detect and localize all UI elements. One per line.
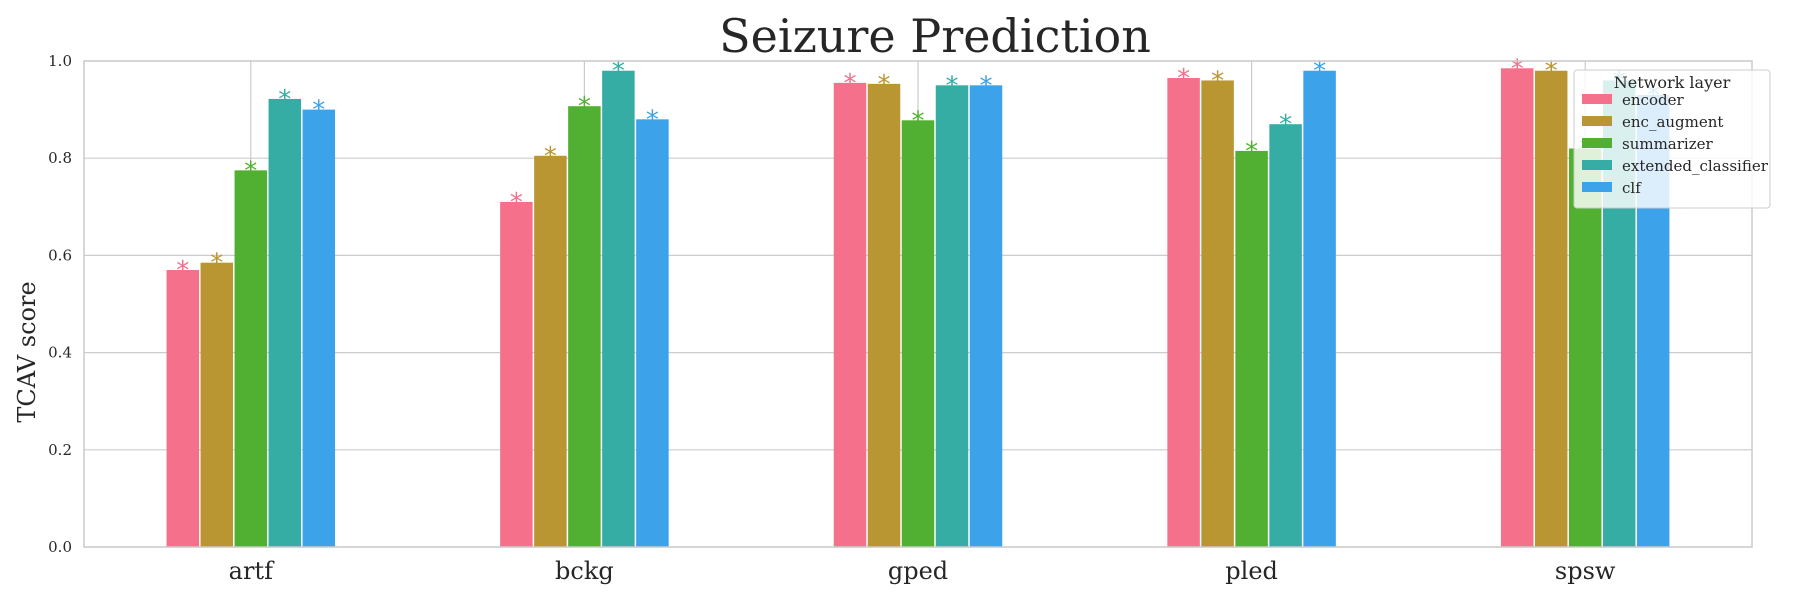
significance-star: * [980,71,993,101]
significance-star: * [1245,137,1258,167]
x-tick-label: pled [1225,557,1278,585]
legend-entry-enc_augment: enc_augment [1622,113,1723,131]
significance-star: * [646,105,659,135]
chart-title: Seizure Prediction [719,9,1151,63]
bar-extended_classifier-pled [1269,124,1302,548]
significance-star: * [1313,57,1326,87]
x-tick-label: bckg [555,557,614,585]
bar-encoder-spsw [1500,68,1534,547]
bar-clf-gped [969,85,1003,548]
bar-extended_classifier-bckg [602,70,635,547]
bar-encoder-pled [1167,78,1200,547]
significance-star: * [1545,57,1558,87]
bar-summarizer-bckg [568,106,601,547]
bar-enc_augment-spsw [1534,70,1568,547]
legend-swatch-summarizer [1582,138,1612,148]
y-tick-label: 0.6 [48,246,72,264]
bar-enc_augment-bckg [534,155,567,547]
significance-star: * [176,256,189,286]
significance-star: * [578,92,591,122]
x-tick-label: spsw [1555,557,1616,585]
bar-clf-pled [1303,70,1336,547]
bar-enc_augment-artf [200,262,234,547]
plot-frame [83,60,1753,548]
bar-encoder-artf [166,269,200,547]
bar-enc_augment-pled [1201,80,1234,547]
bar-extended_classifier-gped [935,85,969,548]
bar-enc_augment-gped [867,83,901,547]
legend-entry-extended_classifier: extended_classifier [1622,157,1769,175]
y-tick-label: 0.0 [48,538,72,556]
legend-swatch-extended_classifier [1582,160,1612,170]
legend-swatch-encoder [1582,94,1612,104]
legend-title: Network layer [1614,73,1731,92]
legend-entry-encoder: encoder [1622,91,1684,109]
significance-star: * [844,69,857,99]
significance-star: * [278,85,291,115]
significance-star: * [312,96,325,126]
legend-swatch-clf [1582,182,1612,192]
significance-star: * [1511,54,1524,84]
significance-star: * [1177,64,1190,94]
legend-entry-summarizer: summarizer [1622,135,1713,153]
x-tick-label: artf [229,557,275,585]
significance-star: * [878,70,891,100]
bar-encoder-gped [833,82,867,548]
y-tick-label: 0.2 [48,441,72,459]
significance-star: * [510,188,523,218]
y-tick-label: 0.8 [48,149,72,167]
significance-star: * [210,249,223,279]
significance-star: * [912,106,925,136]
significance-star: * [612,57,625,87]
legend: Network layer encoder enc_augment summariz… [1573,69,1771,209]
significance-star: * [946,71,959,101]
significance-star: * [1279,110,1292,140]
bar-encoder-bckg [500,201,533,547]
bar-extended_classifier-artf [268,98,302,548]
legend-swatch-enc_augment [1582,116,1612,126]
bar-summarizer-artf [234,170,268,547]
bar-summarizer-pled [1235,150,1268,547]
bar-clf-bckg [636,119,669,547]
y-tick-label: 0.4 [48,344,72,362]
bars [166,68,1670,548]
y-axis-label: TCAV score [13,281,41,422]
bar-summarizer-spsw [1568,148,1602,548]
significance-star: * [544,142,557,172]
bar-clf-artf [302,109,336,547]
bar-summarizer-gped [901,120,935,548]
y-ticks: 0.0 0.2 0.4 0.6 0.8 1.0 [48,52,72,556]
x-tick-label: gped [888,557,948,585]
significance-star: * [244,156,257,186]
x-ticks: artf bckg gped pled spsw [229,557,1616,585]
legend-box [1573,69,1771,209]
y-tick-label: 1.0 [48,52,72,70]
significance-star: * [1211,66,1224,96]
legend-entry-clf: clf [1622,179,1642,197]
